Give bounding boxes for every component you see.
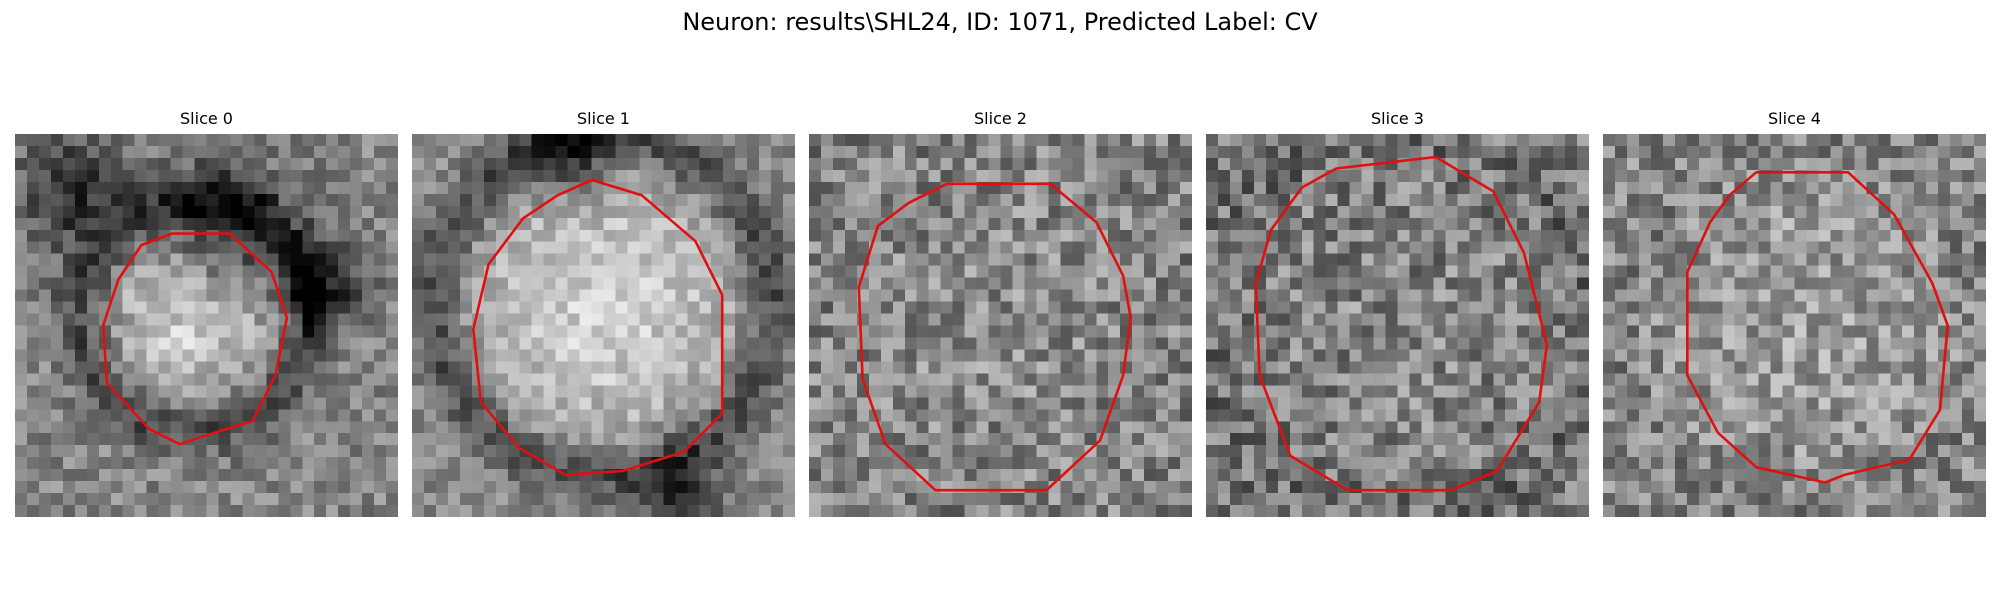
grayscale-pixels — [809, 134, 1192, 517]
slice-image — [1206, 134, 1589, 517]
slice-title: Slice 0 — [180, 109, 233, 128]
cell-outline — [1254, 155, 1549, 492]
grayscale-pixels — [15, 134, 398, 517]
slice-image — [809, 134, 1192, 517]
slice-title: Slice 4 — [1768, 109, 1821, 128]
slice-title: Slice 1 — [577, 109, 630, 128]
slice-panel-4: Slice 4 — [1603, 108, 1986, 517]
slice-panel-2: Slice 2 — [809, 108, 1192, 517]
grayscale-pixels — [412, 134, 795, 517]
slice-panel-1: Slice 1 — [412, 108, 795, 517]
slice-panel-0: Slice 0 — [15, 108, 398, 517]
cell-outline — [101, 232, 289, 446]
slice-image-svg — [1603, 134, 1986, 517]
slice-image-svg — [412, 134, 795, 517]
slice-panel-3: Slice 3 — [1206, 108, 1589, 517]
cell-outline — [857, 182, 1133, 492]
slice-image — [412, 134, 795, 517]
slice-image-svg — [15, 134, 398, 517]
grayscale-pixels — [1206, 134, 1589, 517]
slice-image — [15, 134, 398, 517]
slice-title: Slice 3 — [1371, 109, 1424, 128]
cell-outline — [1686, 170, 1950, 484]
slice-title: Slice 2 — [974, 109, 1027, 128]
slice-image — [1603, 134, 1986, 517]
figure-title: Neuron: results\SHL24, ID: 1071, Predict… — [682, 8, 1318, 36]
slice-image-svg — [809, 134, 1192, 517]
cell-outline — [471, 178, 724, 477]
slice-image-svg — [1206, 134, 1589, 517]
grayscale-pixels — [1603, 134, 1986, 517]
